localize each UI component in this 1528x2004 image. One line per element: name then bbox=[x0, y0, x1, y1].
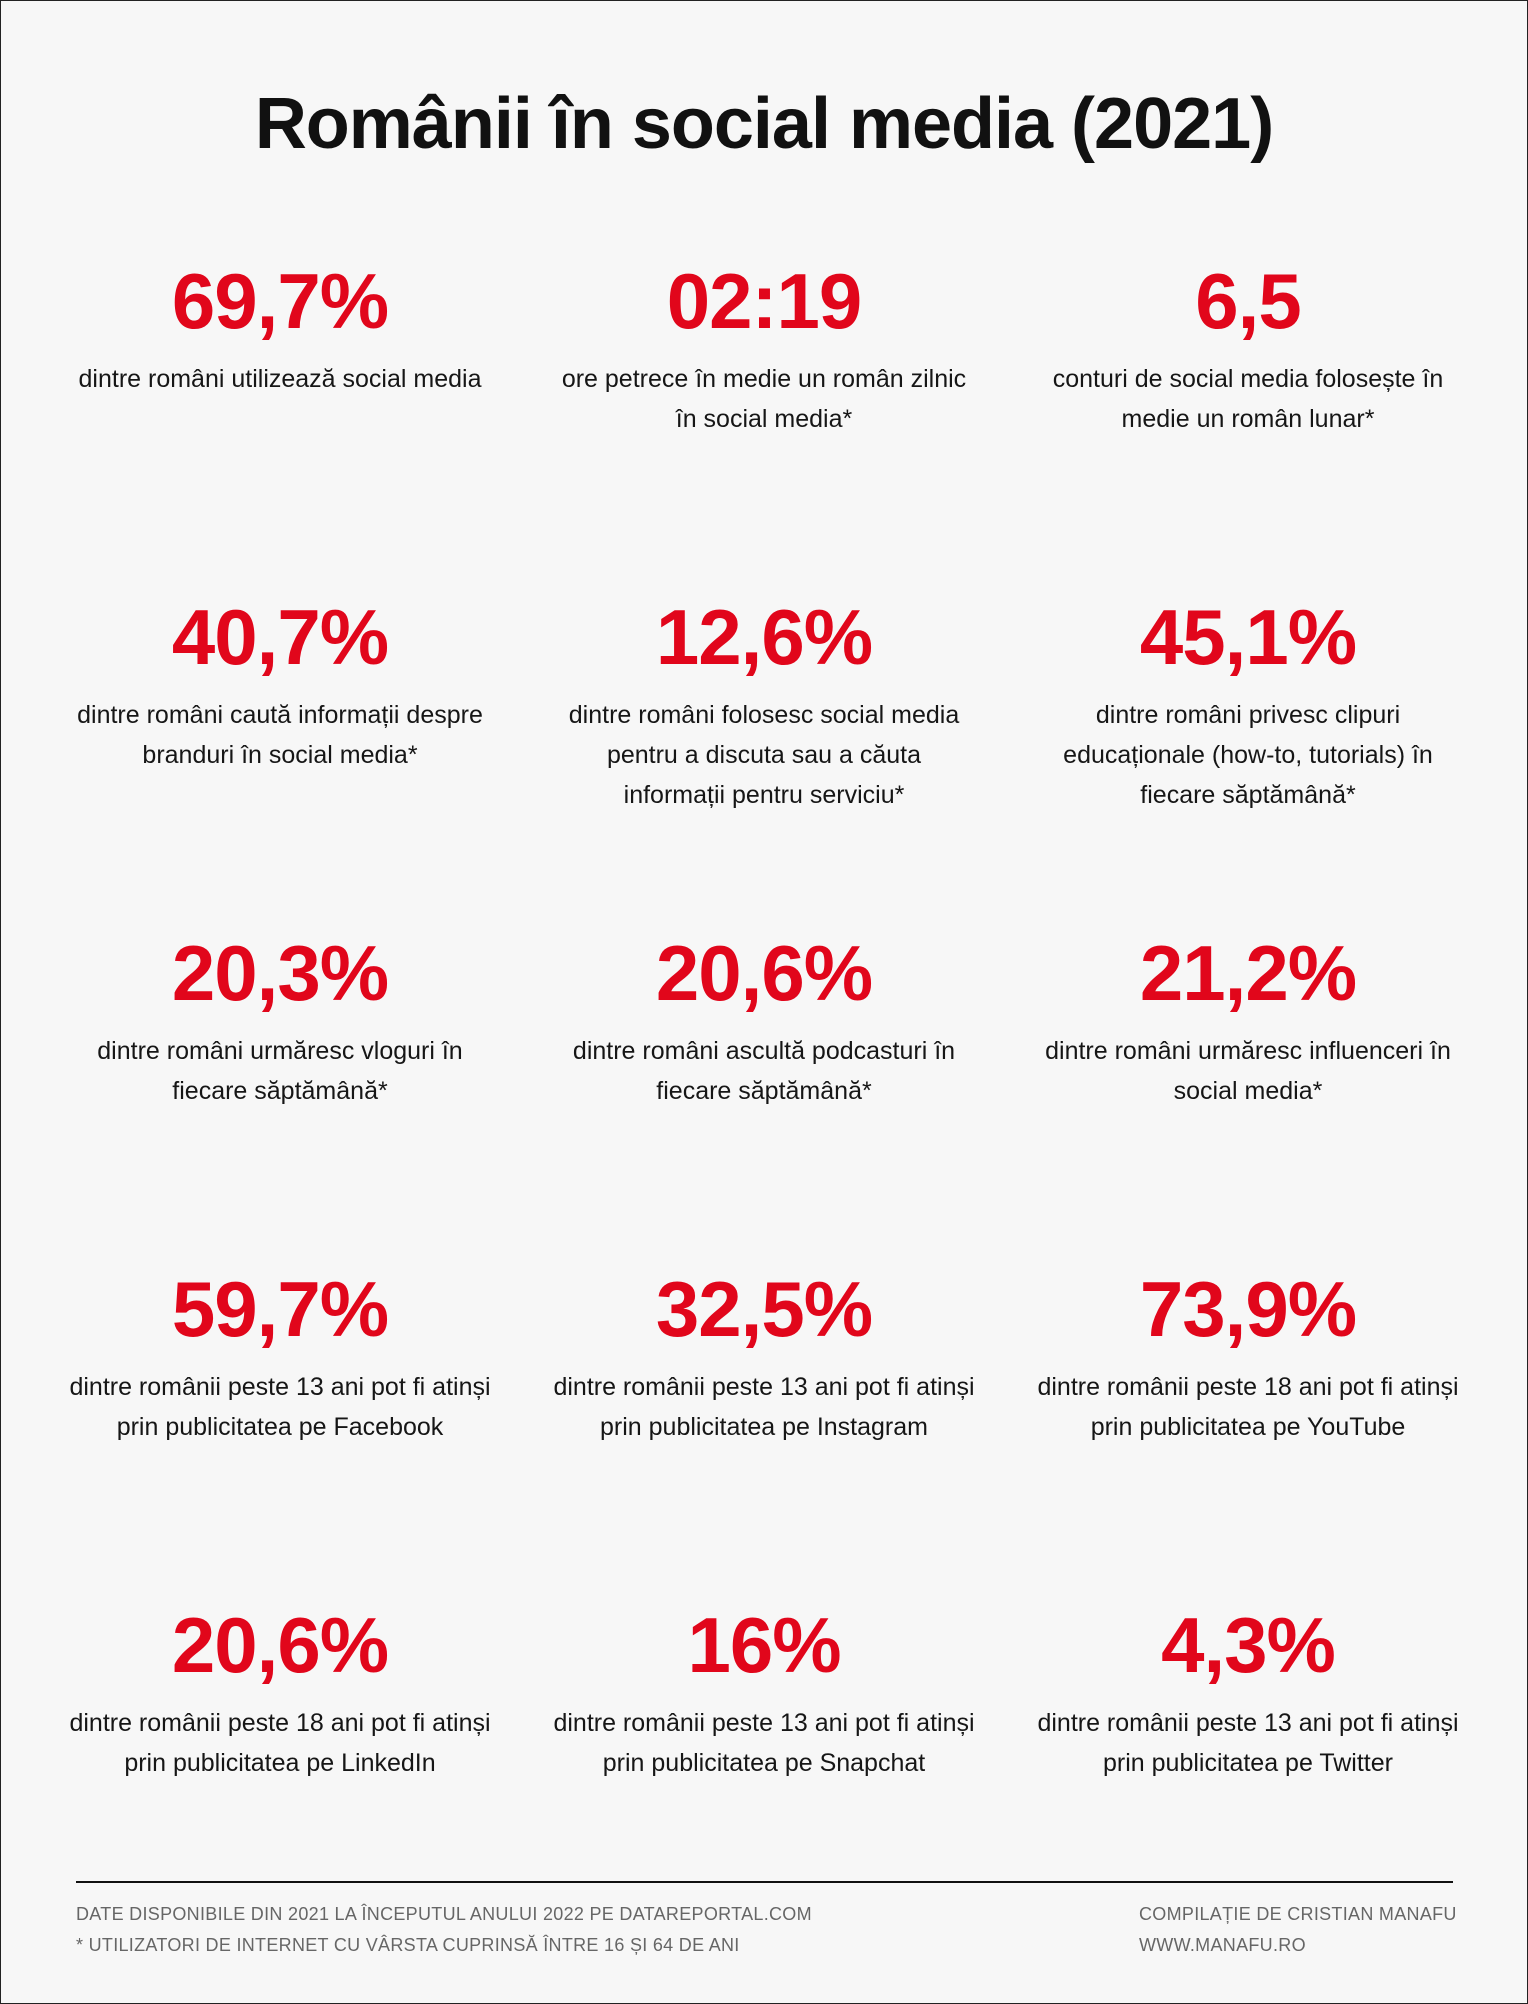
stat-value: 02:19 bbox=[666, 257, 863, 345]
stat-card: 59,7% dintre românii peste 13 ani pot fi… bbox=[63, 1261, 497, 1597]
stat-description: dintre români urmăresc vloguri în fiecar… bbox=[97, 1037, 463, 1105]
stat-value: 20,6% bbox=[655, 929, 873, 1017]
stat-card: 45,1% dintre români privesc clipuri educ… bbox=[1031, 589, 1465, 925]
stat-value: 40,7% bbox=[171, 593, 389, 681]
website-link[interactable]: WWW.MANAFU.RO bbox=[1139, 1935, 1306, 1955]
stat-description: dintre românii peste 13 ani pot fi atinș… bbox=[553, 1373, 975, 1441]
stat-value: 16% bbox=[687, 1601, 841, 1689]
source-note: DATE DISPONIBILE DIN 2021 LA ÎNCEPUTUL A… bbox=[76, 1904, 812, 1924]
stat-value: 6,5 bbox=[1195, 257, 1301, 345]
footer-divider bbox=[76, 1881, 1453, 1883]
stat-value: 73,9% bbox=[1139, 1265, 1357, 1353]
stat-value: 69,7% bbox=[171, 257, 389, 345]
stat-card: 16% dintre românii peste 13 ani pot fi a… bbox=[547, 1597, 981, 1933]
stat-description: dintre români ascultă podcasturi în fiec… bbox=[572, 1037, 956, 1105]
stat-description: conturi de social media folosește în med… bbox=[1052, 365, 1444, 433]
stats-grid: 69,7% dintre români utilizează social me… bbox=[63, 253, 1465, 1933]
stat-value: 12,6% bbox=[655, 593, 873, 681]
stat-description: dintre români utilizează social media bbox=[78, 365, 482, 393]
stat-description: dintre românii peste 18 ani pot fi atinș… bbox=[69, 1709, 491, 1777]
stat-value: 21,2% bbox=[1139, 929, 1357, 1017]
stat-description: dintre români urmăresc influenceri în so… bbox=[1045, 1037, 1451, 1105]
stat-card: 4,3% dintre românii peste 13 ani pot fi … bbox=[1031, 1597, 1465, 1933]
stat-value: 45,1% bbox=[1139, 593, 1357, 681]
credit-line: COMPILAȚIE DE CRISTIAN MANAFU bbox=[1139, 1904, 1457, 1924]
page-title: Românii în social media (2021) bbox=[254, 84, 1274, 164]
stat-description: ore petrece în medie un român zilnic în … bbox=[561, 365, 967, 433]
stat-value: 20,3% bbox=[171, 929, 389, 1017]
footnote: * UTILIZATORI DE INTERNET CU VÂRSTA CUPR… bbox=[76, 1935, 740, 1955]
stat-description: dintre români folosesc social media pent… bbox=[568, 701, 960, 809]
stat-card: 69,7% dintre români utilizează social me… bbox=[63, 253, 497, 589]
stat-description: dintre românii peste 13 ani pot fi atinș… bbox=[553, 1709, 975, 1777]
stat-card: 20,3% dintre români urmăresc vloguri în … bbox=[63, 925, 497, 1261]
stat-card: 20,6% dintre români ascultă podcasturi î… bbox=[547, 925, 981, 1261]
stat-card: 40,7% dintre români caută informații des… bbox=[63, 589, 497, 925]
stat-value: 20,6% bbox=[171, 1601, 389, 1689]
footer-sources: DATE DISPONIBILE DIN 2021 LA ÎNCEPUTUL A… bbox=[76, 1899, 812, 1961]
footer-credits: COMPILAȚIE DE CRISTIAN MANAFU WWW.MANAFU… bbox=[1139, 1899, 1457, 1961]
stat-value: 32,5% bbox=[655, 1265, 873, 1353]
stat-description: dintre românii peste 18 ani pot fi atinș… bbox=[1037, 1373, 1459, 1441]
stat-description: dintre românii peste 13 ani pot fi atinș… bbox=[69, 1373, 491, 1441]
stat-value: 4,3% bbox=[1161, 1601, 1336, 1689]
stat-description: dintre români privesc clipuri educaționa… bbox=[1063, 701, 1433, 809]
stat-card: 21,2% dintre români urmăresc influenceri… bbox=[1031, 925, 1465, 1261]
stat-card: 20,6% dintre românii peste 18 ani pot fi… bbox=[63, 1597, 497, 1933]
stat-card: 73,9% dintre românii peste 18 ani pot fi… bbox=[1031, 1261, 1465, 1597]
stat-value: 59,7% bbox=[171, 1265, 389, 1353]
stat-card: 12,6% dintre români folosesc social medi… bbox=[547, 589, 981, 925]
stat-description: dintre români caută informații despre br… bbox=[77, 701, 483, 769]
stat-card: 32,5% dintre românii peste 13 ani pot fi… bbox=[547, 1261, 981, 1597]
stat-card: 02:19 ore petrece în medie un român ziln… bbox=[547, 253, 981, 589]
stat-description: dintre românii peste 13 ani pot fi atinș… bbox=[1037, 1709, 1459, 1777]
stat-card: 6,5 conturi de social media folosește în… bbox=[1031, 253, 1465, 589]
